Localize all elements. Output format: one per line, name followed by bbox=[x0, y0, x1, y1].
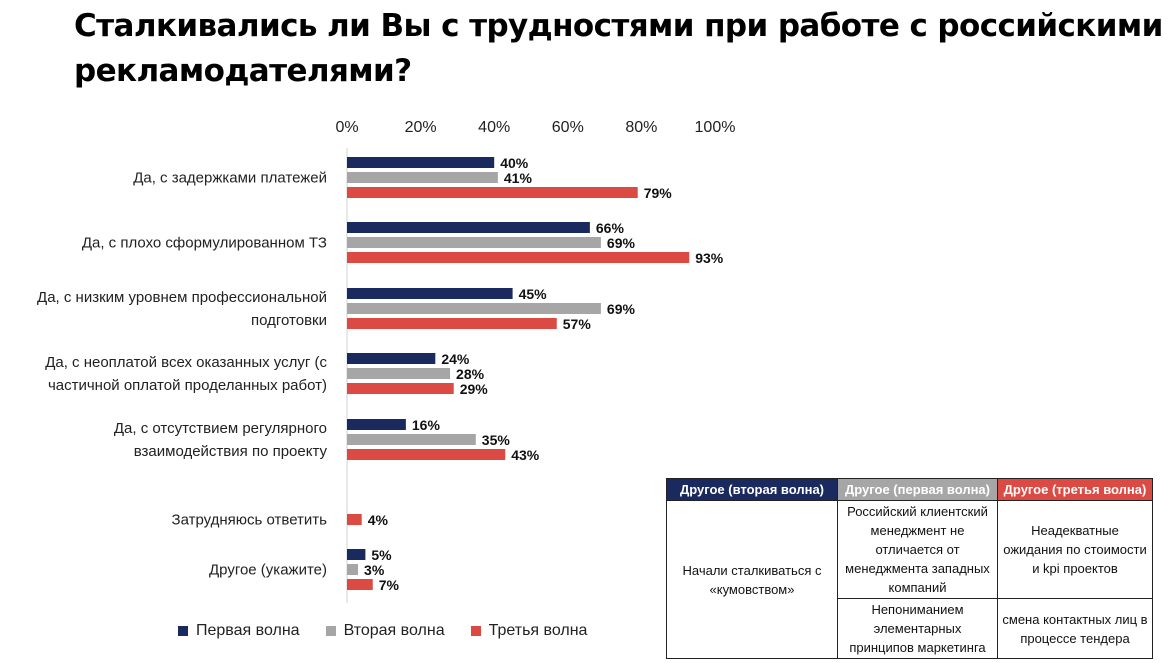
other-answers-table: Другое (вторая волна) Другое (первая вол… bbox=[666, 478, 1153, 659]
category-label: Да, с задержками платежей bbox=[133, 170, 327, 187]
legend-label-first-wave: Первая волна bbox=[196, 622, 300, 639]
x-tick-label: 100% bbox=[695, 119, 736, 136]
category-label: Да, с плохо сформулированном ТЗ bbox=[82, 235, 327, 252]
bar bbox=[347, 353, 436, 364]
data-label: 93% bbox=[695, 250, 724, 266]
cell-third-wave-1: Неадекватные ожидания по стоимости и kpi… bbox=[997, 500, 1153, 599]
bar bbox=[347, 449, 506, 460]
legend-item-second-wave: Вторая волна bbox=[325, 622, 445, 640]
header-first-wave: Другое (первая волна) bbox=[837, 478, 998, 501]
bar bbox=[347, 252, 690, 263]
legend-label-second-wave: Вторая волна bbox=[343, 622, 445, 639]
cell-first-wave-2: Непониманием элементарных принципов марк… bbox=[837, 598, 998, 659]
legend: Первая волна Вторая волна Третья волна bbox=[178, 622, 587, 640]
header-third-wave: Другое (третья волна) bbox=[997, 478, 1153, 501]
data-label: 29% bbox=[460, 381, 489, 397]
other-table-row: Начали сталкиваться с «кумовством» Росси… bbox=[666, 500, 1153, 659]
legend-swatch-first-wave bbox=[178, 626, 188, 636]
data-label: 28% bbox=[456, 366, 485, 382]
bar bbox=[347, 434, 476, 445]
bar bbox=[347, 187, 638, 198]
x-tick-label: 60% bbox=[552, 119, 584, 136]
data-label: 24% bbox=[441, 351, 470, 367]
page-title: Сталкивались ли Вы с трудностями при раб… bbox=[74, 8, 1163, 89]
category-label: частичной оплатой проделанных работ) bbox=[48, 377, 327, 394]
bar bbox=[347, 318, 557, 329]
bar bbox=[347, 157, 495, 168]
category-label: Затрудняюсь ответить bbox=[172, 512, 328, 529]
data-label: 35% bbox=[482, 432, 511, 448]
x-tick-label: 20% bbox=[405, 119, 437, 136]
category-label: Да, с неоплатой всех оказанных услуг (с bbox=[45, 354, 327, 371]
legend-label-third-wave: Третья волна bbox=[488, 622, 588, 639]
category-label: Да, с отсутствием регулярного bbox=[114, 420, 327, 437]
legend-swatch-third-wave bbox=[470, 626, 481, 636]
x-tick-label: 40% bbox=[478, 119, 510, 136]
x-tick-label: 80% bbox=[625, 119, 657, 136]
bar bbox=[347, 288, 513, 299]
other-table-header-row: Другое (вторая волна) Другое (первая вол… bbox=[666, 478, 1153, 501]
category-label: Другое (укажите) bbox=[209, 562, 327, 579]
data-label: 45% bbox=[519, 286, 548, 302]
legend-item-third-wave: Третья волна bbox=[470, 622, 588, 640]
cell-third-wave-2: смена контактных лиц в процессе тендера bbox=[997, 598, 1153, 659]
other-table-row: Непониманием элементарных принципов марк… bbox=[667, 598, 1153, 659]
data-label: 69% bbox=[607, 235, 636, 251]
data-label: 66% bbox=[596, 220, 625, 236]
bar bbox=[347, 237, 601, 248]
bar bbox=[347, 579, 373, 590]
data-label: 40% bbox=[500, 155, 529, 171]
bar bbox=[347, 514, 362, 525]
data-label: 16% bbox=[412, 417, 441, 433]
x-tick-label: 0% bbox=[335, 119, 358, 136]
bar bbox=[347, 549, 366, 560]
bar bbox=[347, 222, 590, 233]
category-label: Да, с низким уровнем профессиональной bbox=[37, 289, 327, 306]
data-label: 57% bbox=[563, 316, 592, 332]
data-label: 7% bbox=[379, 577, 400, 593]
bar bbox=[347, 383, 454, 394]
bar bbox=[347, 564, 359, 575]
data-label: 4% bbox=[368, 512, 389, 528]
cell-first-wave-1: Российский клиентский менеджмент не отли… bbox=[837, 500, 998, 599]
data-label: 5% bbox=[371, 547, 392, 563]
bar bbox=[347, 172, 498, 183]
category-label: взаимодействия по проекту bbox=[134, 443, 328, 460]
bar bbox=[347, 419, 406, 430]
data-label: 3% bbox=[364, 562, 385, 578]
data-label: 79% bbox=[644, 185, 673, 201]
legend-item-first-wave: Первая волна bbox=[178, 622, 300, 640]
category-label: подготовки bbox=[251, 312, 327, 329]
cell-second-wave: Начали сталкиваться с «кумовством» bbox=[666, 500, 838, 659]
data-label: 43% bbox=[511, 447, 540, 463]
data-label: 41% bbox=[504, 170, 533, 186]
header-second-wave: Другое (вторая волна) bbox=[666, 478, 838, 501]
bar bbox=[347, 303, 601, 314]
legend-swatch-second-wave bbox=[325, 626, 336, 636]
bar bbox=[347, 368, 451, 379]
data-label: 69% bbox=[607, 301, 636, 317]
